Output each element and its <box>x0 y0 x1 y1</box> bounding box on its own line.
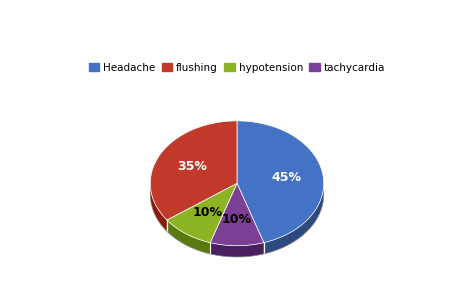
Polygon shape <box>237 121 324 243</box>
Polygon shape <box>150 184 167 231</box>
Legend: Headache, flushing, hypotension, tachycardia: Headache, flushing, hypotension, tachyca… <box>84 58 390 77</box>
Text: 10%: 10% <box>222 213 252 226</box>
Text: 35%: 35% <box>177 160 207 173</box>
Polygon shape <box>210 183 264 246</box>
Polygon shape <box>167 183 237 243</box>
Text: 45%: 45% <box>272 171 301 184</box>
Polygon shape <box>167 220 210 254</box>
Polygon shape <box>150 121 237 220</box>
Polygon shape <box>210 243 264 257</box>
Polygon shape <box>264 183 324 254</box>
Text: 10%: 10% <box>192 206 222 219</box>
